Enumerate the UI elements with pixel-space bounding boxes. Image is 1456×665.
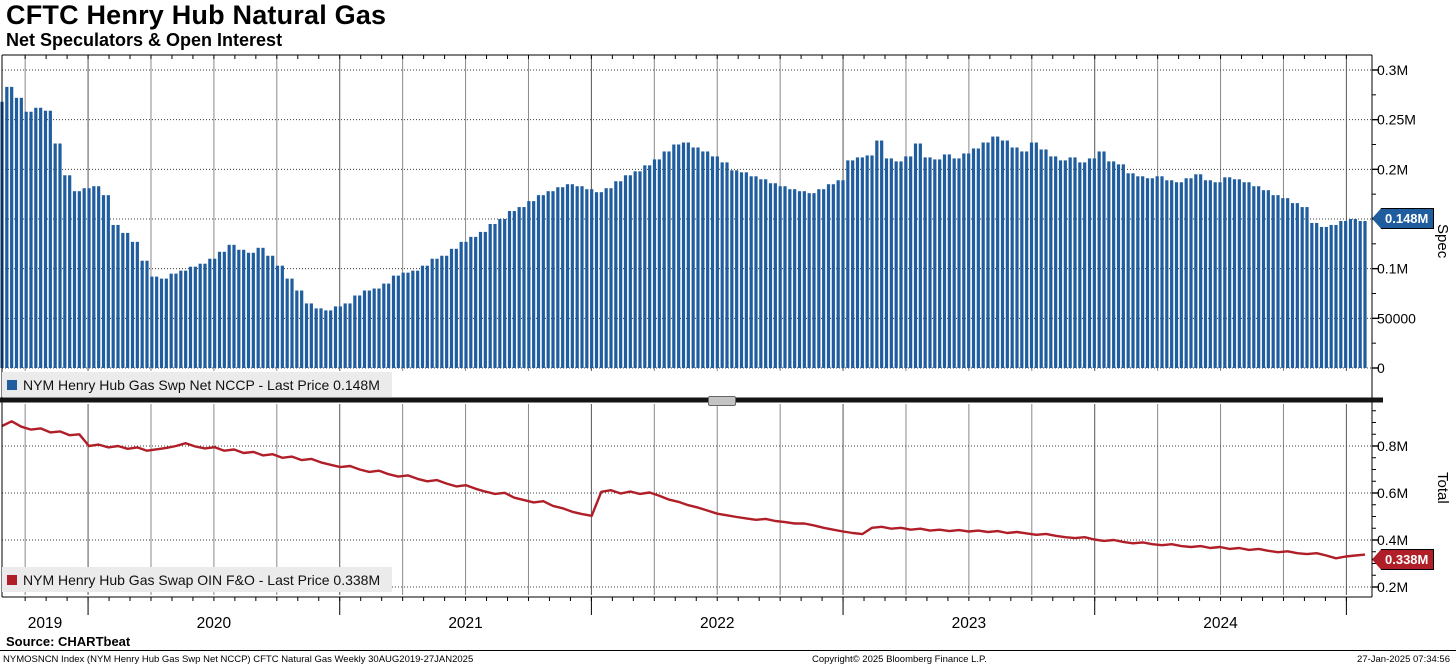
- legend-total-label: NYM Henry Hub Gas Swap OIN F&O - Last Pr…: [23, 571, 381, 588]
- legend-spec[interactable]: NYM Henry Hub Gas Swp Net NCCP - Last Pr…: [2, 372, 392, 397]
- page-title: CFTC Henry Hub Natural Gas: [6, 0, 387, 30]
- spec-bars[interactable]: [0, 86, 1367, 368]
- axis-tick-label: 2024: [1203, 615, 1238, 632]
- axis-tick-label: 0: [1377, 360, 1385, 376]
- footer-copyright: Copyright© 2025 Bloomberg Finance L.P.: [812, 654, 987, 665]
- axis-tick-label: 0.4M: [1377, 532, 1408, 548]
- page-subtitle: Net Speculators & Open Interest: [6, 30, 283, 50]
- year-labels: 2019 2020 2021 2022 2023 2024: [28, 615, 1238, 632]
- axis-tick-label: 2020: [197, 615, 232, 632]
- axis-tick-label: 0.3M: [1377, 62, 1408, 78]
- total-last-price-badge: 0.338M: [1372, 549, 1435, 570]
- spec-axis-title: Spec: [1434, 224, 1451, 259]
- total-series-marker-icon: [7, 574, 17, 585]
- panel-splitter-handle[interactable]: [708, 396, 736, 406]
- axis-tick-label: 0.8M: [1377, 438, 1408, 454]
- axis-tick-label: 0.6M: [1377, 485, 1408, 501]
- source-line: Source: CHARTbeat: [6, 634, 131, 649]
- legend-spec-label: NYM Henry Hub Gas Swp Net NCCP - Last Pr…: [23, 376, 380, 393]
- footer-index-info: NYMOSNCN Index (NYM Henry Hub Gas Swp Ne…: [3, 654, 474, 665]
- chart-frame: [0, 54, 1383, 598]
- axis-tick-label: 2019: [28, 615, 62, 632]
- axis-tick-label: 0.2M: [1377, 161, 1408, 177]
- page-header: CFTC Henry Hub Natural Gas Net Speculato…: [6, 0, 386, 51]
- legend-total[interactable]: NYM Henry Hub Gas Swap OIN F&O - Last Pr…: [2, 567, 393, 592]
- total-line[interactable]: [1, 420, 1366, 560]
- y-tick-labels: 0 50000 0.1M 0.2M 0.25M 0.3M 0.2M 0.4M 0.6M 0.8M: [1377, 62, 1416, 595]
- spec-series-marker-icon: [7, 379, 17, 390]
- spec-last-price-badge: 0.148M: [1372, 208, 1435, 229]
- footer-divider: [0, 650, 1456, 651]
- axis-tick-label: 2021: [448, 615, 482, 632]
- total-axis-title: Total: [1434, 472, 1451, 504]
- axis-tick-label: 0.25M: [1377, 112, 1416, 128]
- axis-ticks: [24, 55, 1379, 615]
- axis-tick-label: 50000: [1377, 310, 1416, 326]
- axis-tick-label: 0.2M: [1377, 579, 1408, 595]
- footer-timestamp: 27-Jan-2025 07:34:56: [1357, 654, 1450, 665]
- axis-tick-label: 0.1M: [1377, 261, 1408, 277]
- footer-strip: NYMOSNCN Index (NYM Henry Hub Gas Swp Ne…: [0, 652, 1456, 665]
- axis-tick-label: 2023: [952, 615, 986, 632]
- axis-tick-label: 2022: [700, 615, 734, 632]
